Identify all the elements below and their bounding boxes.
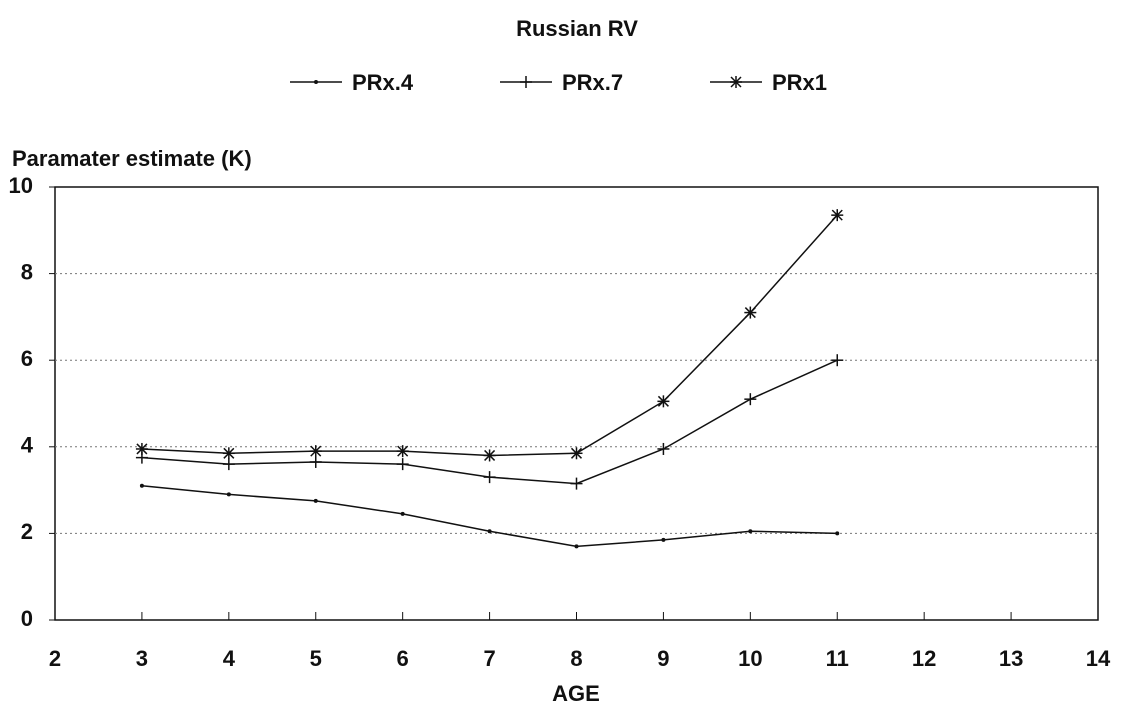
marker	[396, 458, 409, 471]
series-line	[141, 214, 838, 457]
marker	[396, 445, 409, 458]
marker	[657, 442, 670, 455]
marker-dot	[139, 483, 144, 488]
legend-label: PRx.4	[352, 70, 414, 95]
series-line	[141, 485, 838, 548]
marker-dot	[661, 537, 666, 542]
marker	[226, 492, 231, 497]
marker-dot	[748, 529, 753, 534]
marker	[135, 442, 148, 455]
plot-frame	[54, 186, 1099, 621]
x-tick-label: 6	[397, 646, 409, 671]
marker	[400, 511, 405, 516]
x-tick-label: 4	[223, 646, 236, 671]
marker	[222, 447, 235, 460]
marker-dot	[313, 498, 318, 503]
marker-dot	[400, 511, 405, 516]
y-tick-label: 10	[9, 173, 33, 198]
x-tick-label: 12	[912, 646, 936, 671]
marker	[139, 483, 144, 488]
chart-title: Russian RV	[516, 16, 638, 41]
marker-stroke	[397, 445, 409, 457]
y-tick-label: 6	[21, 346, 33, 371]
marker-dot	[574, 544, 579, 549]
marker	[831, 209, 844, 222]
marker-dot	[487, 529, 492, 534]
marker	[661, 537, 666, 542]
legend-label: PRx.7	[562, 70, 623, 95]
marker	[574, 544, 579, 549]
marker-stroke	[484, 449, 496, 461]
marker	[744, 306, 757, 319]
marker	[831, 354, 844, 367]
x-tick-label: 9	[657, 646, 669, 671]
marker	[487, 529, 492, 534]
x-tick-label: 2	[49, 646, 61, 671]
y-tick-label: 0	[21, 606, 33, 631]
marker	[222, 458, 235, 471]
marker	[520, 76, 532, 88]
y-tick-label: 4	[21, 433, 34, 458]
marker	[483, 449, 496, 462]
marker-stroke	[223, 447, 235, 459]
x-tick-label: 10	[738, 646, 762, 671]
marker	[835, 531, 840, 536]
marker-stroke	[730, 76, 742, 88]
marker	[570, 447, 583, 460]
marker	[314, 80, 318, 84]
marker-stroke	[831, 209, 843, 221]
x-axis-label: AGE	[552, 681, 600, 706]
y-tick-label: 2	[21, 519, 33, 544]
y-tick-label: 8	[21, 259, 33, 284]
marker	[748, 529, 753, 534]
x-tick-label: 5	[310, 646, 322, 671]
x-tick-label: 7	[483, 646, 495, 671]
marker	[744, 393, 757, 406]
marker-dot	[314, 80, 318, 84]
marker-dot	[835, 531, 840, 536]
x-tick-label: 8	[570, 646, 582, 671]
x-tick-label: 13	[999, 646, 1023, 671]
series-line	[141, 359, 838, 485]
marker-dot	[226, 492, 231, 497]
marker	[483, 471, 496, 484]
marker	[313, 498, 318, 503]
marker	[730, 76, 742, 88]
marker	[309, 455, 322, 468]
marker	[570, 477, 583, 490]
marker	[309, 445, 322, 458]
x-tick-label: 14	[1086, 646, 1111, 671]
marker-stroke	[744, 307, 756, 319]
marker-stroke	[570, 447, 583, 459]
marker-stroke	[310, 445, 322, 457]
legend-label: PRx1	[772, 70, 827, 95]
marker	[657, 395, 670, 408]
marker-stroke	[657, 395, 669, 407]
x-tick-label: 11	[826, 646, 849, 671]
x-tick-label: 3	[136, 646, 148, 671]
y-axis-label: Paramater estimate (K)	[12, 146, 252, 171]
marker-stroke	[136, 443, 148, 455]
